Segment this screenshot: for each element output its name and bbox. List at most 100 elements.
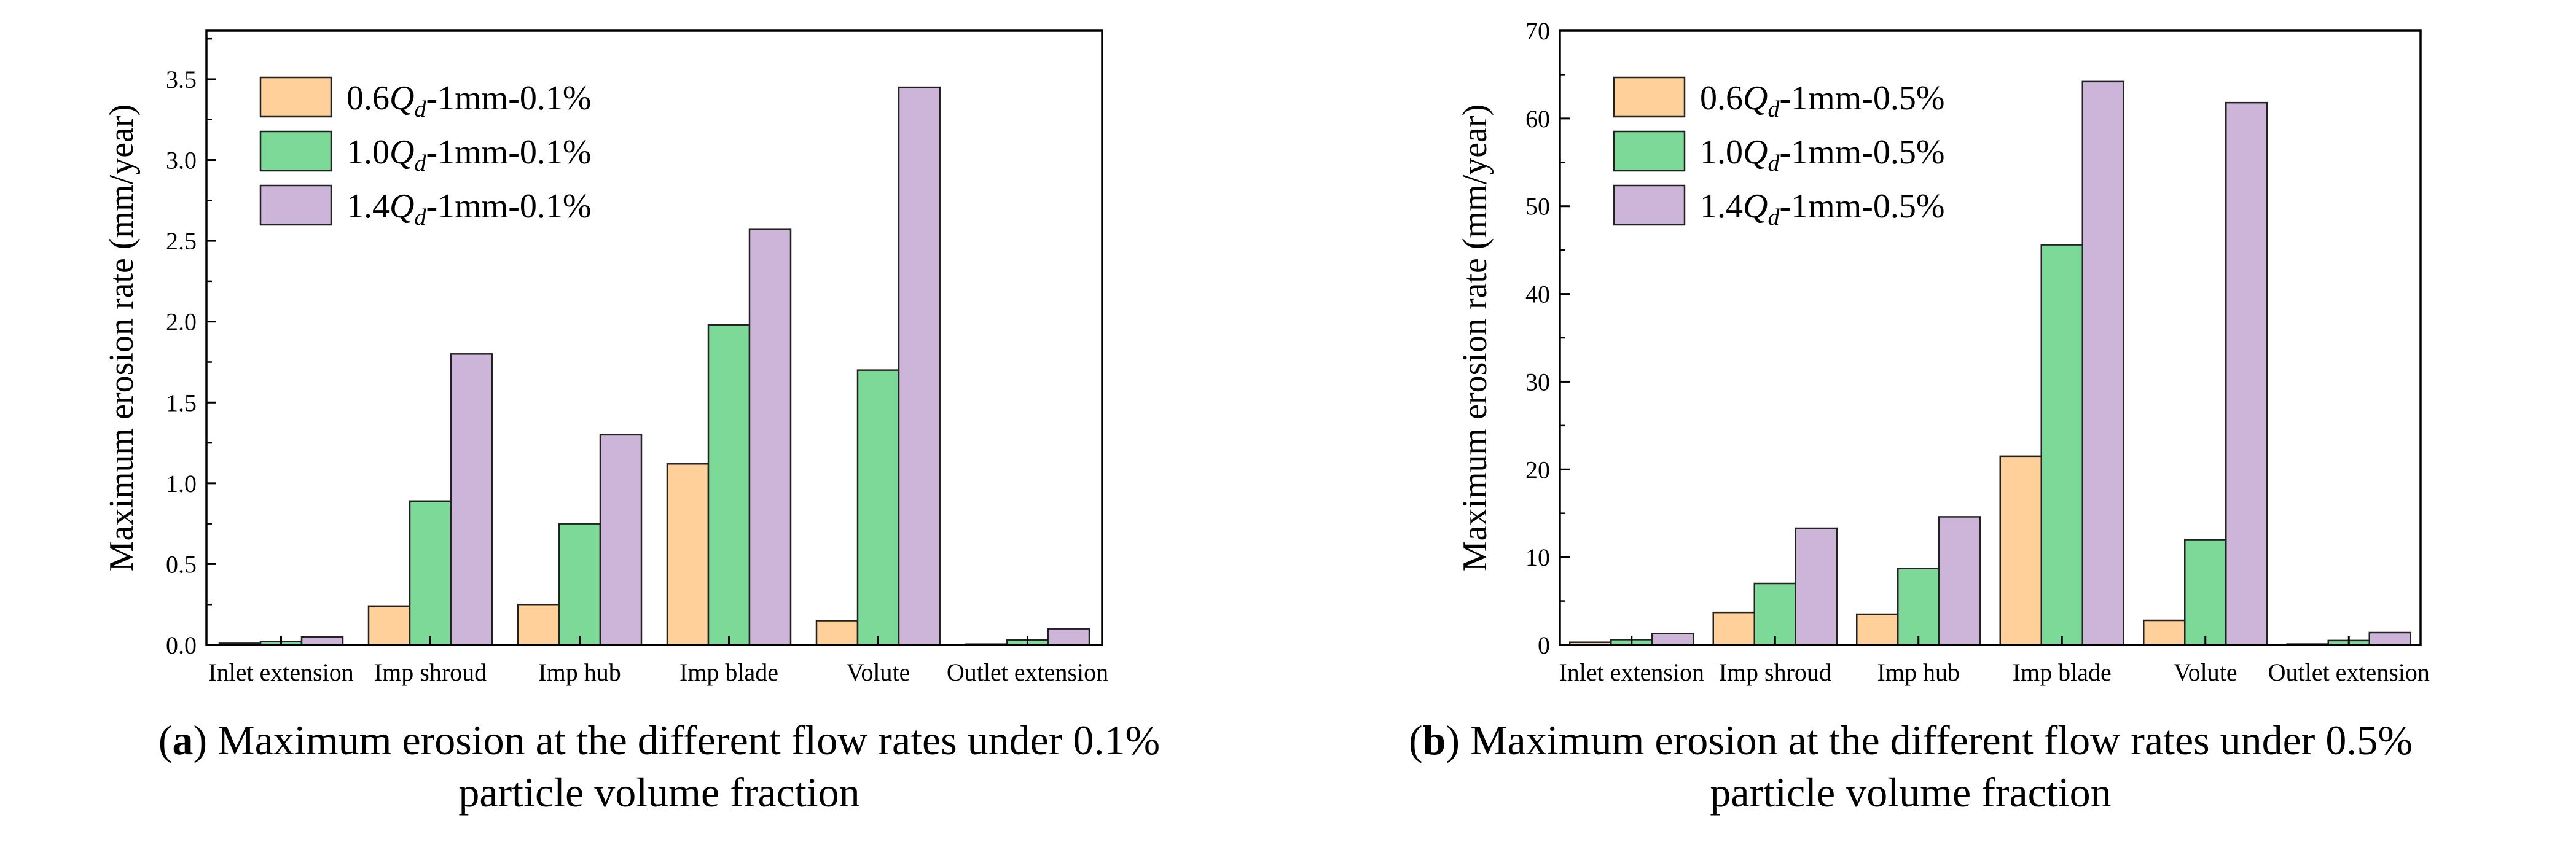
legend-swatch bbox=[259, 130, 332, 172]
caption-paren: ( bbox=[159, 717, 173, 763]
legend-swatch bbox=[1613, 76, 1686, 118]
bar-1.0Qd-1mm-0.5%-Imp blade bbox=[2040, 244, 2083, 646]
x-tick-label: Imp shroud bbox=[374, 658, 487, 686]
x-tick-label: Volute bbox=[847, 658, 910, 686]
legend-entry: 1.0Qd-1mm-0.5% bbox=[1700, 133, 1945, 176]
legend-swatch bbox=[259, 184, 332, 226]
caption-line-2: particle volume fraction bbox=[1710, 769, 2111, 816]
bar-1.4Qd-1mm-0.5%-Outlet extension bbox=[2368, 631, 2411, 646]
caption-line-1: (a) Maximum erosion at the different flo… bbox=[159, 717, 1160, 763]
y-tick-label: 60 bbox=[1525, 105, 1550, 133]
legend-symbol: Q bbox=[390, 133, 414, 171]
legend-prefix: 1.0 bbox=[1700, 133, 1743, 171]
y-tick-label: 1.0 bbox=[166, 470, 197, 498]
legend-prefix: 1.4 bbox=[346, 187, 390, 225]
legend-swatch bbox=[259, 76, 332, 118]
bar-1.4Qd-1mm-0.5%-Imp shroud bbox=[1795, 527, 1838, 646]
legend-suffix: -1mm-0.5% bbox=[1779, 79, 1944, 117]
plot-frame bbox=[1559, 29, 2422, 646]
caption-paren: ) bbox=[194, 717, 218, 763]
legend-suffix: -1mm-0.5% bbox=[1779, 187, 1944, 225]
y-tick-label: 0.5 bbox=[166, 550, 197, 578]
x-tick-label: Outlet extension bbox=[2268, 658, 2430, 686]
y-tick-label: 2.5 bbox=[166, 227, 197, 255]
legend-symbol: Q bbox=[390, 187, 414, 225]
bar-1.0Qd-1mm-0.1%-Imp hub bbox=[558, 523, 601, 646]
legend-symbol: Q bbox=[1743, 79, 1768, 117]
legend-subscript: d bbox=[1768, 205, 1780, 230]
y-tick-label: 30 bbox=[1525, 368, 1550, 396]
x-tick-label: Imp hub bbox=[1877, 658, 1960, 686]
y-tick-label: 70 bbox=[1525, 17, 1550, 45]
x-tick-label: Imp hub bbox=[538, 658, 621, 686]
legend-suffix: -1mm-0.1% bbox=[426, 79, 591, 117]
bar-0.6Qd-1mm-0.5%-Imp hub bbox=[1856, 613, 1899, 646]
bar-0.6Qd-1mm-0.1%-Imp blade bbox=[666, 463, 710, 646]
caption-text: Maximum erosion at the different flow ra… bbox=[1470, 717, 2413, 763]
legend-entry: 1.4Qd-1mm-0.1% bbox=[346, 187, 592, 230]
bar-1.4Qd-1mm-0.1%-Imp shroud bbox=[450, 353, 493, 646]
y-axis-title: Maximum erosion rate (mm/year) bbox=[103, 104, 141, 571]
caption-line-2: particle volume fraction bbox=[458, 769, 859, 816]
legend-suffix: -1mm-0.1% bbox=[426, 187, 591, 225]
bar-1.4Qd-1mm-0.5%-Imp hub bbox=[1938, 516, 1981, 646]
caption-paren: ( bbox=[1409, 717, 1423, 763]
y-tick-label: 2.0 bbox=[166, 308, 197, 336]
y-tick-label: 0.0 bbox=[166, 631, 197, 659]
legend-swatch bbox=[1613, 184, 1686, 226]
bar-0.6Qd-1mm-0.5%-Volute bbox=[2143, 619, 2186, 646]
legend-swatch bbox=[1613, 130, 1686, 172]
chart-panel-a: 0.0 0.5 1.0 1.5 2.0 2.5 3.0 3.5 Inlet extension I… bbox=[103, 29, 1160, 816]
y-tick-label: 50 bbox=[1525, 193, 1550, 221]
x-tick-label: Imp shroud bbox=[1719, 658, 1831, 686]
caption-letter: b bbox=[1423, 717, 1446, 763]
legend-symbol: Q bbox=[390, 79, 414, 117]
legend-symbol: Q bbox=[1743, 187, 1768, 225]
bar-0.6Qd-1mm-0.1%-Volute bbox=[815, 620, 859, 646]
legend-subscript: d bbox=[1768, 150, 1780, 176]
x-tick-label: Imp blade bbox=[2013, 658, 2112, 686]
legend-entry: 1.4Qd-1mm-0.5% bbox=[1700, 187, 1945, 230]
legend-entry: 0.6Qd-1mm-0.5% bbox=[1700, 79, 1945, 122]
bar-1.4Qd-1mm-0.1%-Imp blade bbox=[748, 228, 792, 646]
y-tick-label: 10 bbox=[1525, 544, 1550, 571]
legend-prefix: 0.6 bbox=[346, 79, 390, 117]
legend-prefix: 1.4 bbox=[1700, 187, 1743, 225]
bar-1.4Qd-1mm-0.1%-Inlet extension bbox=[300, 636, 344, 646]
bar-0.6Qd-1mm-0.1%-Imp shroud bbox=[367, 605, 411, 646]
x-tick-label: Inlet extension bbox=[208, 658, 354, 686]
bar-1.4Qd-1mm-0.5%-Inlet extension bbox=[1651, 633, 1694, 646]
bar-1.0Qd-1mm-0.5%-Imp hub bbox=[1897, 568, 1940, 646]
y-tick-label: 20 bbox=[1525, 456, 1550, 483]
legend-suffix: -1mm-0.1% bbox=[426, 133, 591, 171]
bar-1.4Qd-1mm-0.1%-Volute bbox=[898, 86, 941, 646]
caption-paren: ) bbox=[1446, 717, 1470, 763]
y-tick-label: 40 bbox=[1525, 281, 1550, 308]
x-tick-label: Inlet extension bbox=[1559, 658, 1704, 686]
bar-1.4Qd-1mm-0.1%-Imp hub bbox=[599, 434, 643, 646]
plot-frame bbox=[205, 29, 1103, 646]
x-tick-label: Outlet extension bbox=[947, 658, 1108, 686]
legend-entry: 1.0Qd-1mm-0.1% bbox=[346, 133, 592, 176]
legend-suffix: -1mm-0.5% bbox=[1779, 133, 1944, 171]
bar-0.6Qd-1mm-0.5%-Imp shroud bbox=[1712, 611, 1755, 646]
x-tick-label: Imp blade bbox=[679, 658, 778, 686]
y-tick-label: 1.5 bbox=[166, 389, 197, 416]
bar-1.4Qd-1mm-0.5%-Volute bbox=[2225, 101, 2268, 646]
caption-letter: a bbox=[173, 717, 194, 763]
legend-subscript: d bbox=[1768, 96, 1780, 122]
legend-symbol: Q bbox=[1743, 133, 1768, 171]
bar-1.0Qd-1mm-0.1%-Imp blade bbox=[707, 324, 751, 646]
bar-1.0Qd-1mm-0.5%-Imp shroud bbox=[1753, 582, 1796, 646]
bar-1.4Qd-1mm-0.5%-Imp blade bbox=[2081, 80, 2124, 646]
bar-1.4Qd-1mm-0.1%-Outlet extension bbox=[1047, 628, 1090, 646]
legend-subscript: d bbox=[414, 150, 426, 176]
bar-0.6Qd-1mm-0.1%-Imp hub bbox=[517, 603, 560, 646]
y-tick-label: 3.0 bbox=[166, 147, 197, 174]
legend-subscript: d bbox=[414, 96, 426, 122]
chart-panel-b: 0 10 20 30 40 50 60 70 Inlet extension Imp shroud… bbox=[1409, 17, 2430, 816]
x-tick-label: Volute bbox=[2174, 658, 2237, 686]
caption-text: Maximum erosion at the different flow ra… bbox=[217, 717, 1160, 763]
bar-1.0Qd-1mm-0.5%-Volute bbox=[2184, 539, 2227, 646]
